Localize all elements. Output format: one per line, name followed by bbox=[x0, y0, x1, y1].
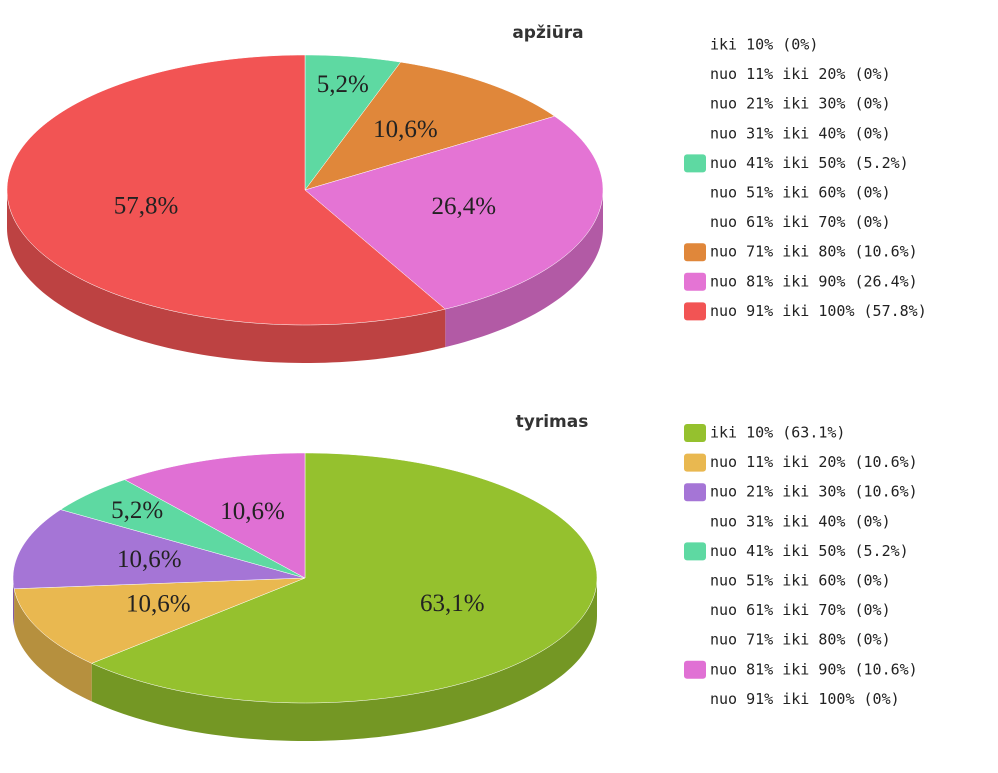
legend-entry: nuo 11% iki 20% (10.6%) bbox=[710, 453, 918, 471]
legend-entry: nuo 91% iki 100% (57.8%) bbox=[710, 302, 927, 320]
legend-entry: nuo 21% iki 30% (0%) bbox=[710, 95, 891, 113]
legend-entry: nuo 31% iki 40% (0%) bbox=[710, 124, 891, 142]
slice-side bbox=[445, 190, 603, 348]
slice bbox=[304, 61, 556, 191]
data-label: 10,6% bbox=[373, 116, 438, 143]
chart-title: apžiūra bbox=[512, 23, 583, 43]
data-label: 5,2% bbox=[111, 497, 163, 524]
legend-entry: nuo 71% iki 80% (10.6%) bbox=[710, 243, 918, 261]
legend-swatch bbox=[684, 272, 706, 291]
legend-entry: iki 10% (63.1%) bbox=[710, 424, 845, 442]
legend-entry: nuo 81% iki 90% (10.6%) bbox=[710, 660, 918, 678]
legend-swatch bbox=[684, 424, 706, 442]
legend-entry: nuo 61% iki 70% (0%) bbox=[710, 213, 891, 231]
slice-side bbox=[91, 578, 598, 741]
legend-swatch bbox=[684, 483, 706, 502]
legend-entry: nuo 41% iki 50% (5.2%) bbox=[710, 542, 909, 560]
slice bbox=[13, 577, 306, 664]
slice bbox=[91, 452, 598, 704]
slice-side bbox=[7, 190, 446, 363]
legend-entry: nuo 41% iki 50% (5.2%) bbox=[710, 154, 909, 172]
slice-side bbox=[13, 578, 15, 627]
slice bbox=[6, 54, 446, 326]
legend-entry: nuo 81% iki 90% (26.4%) bbox=[710, 272, 918, 290]
slice bbox=[12, 509, 306, 590]
legend-swatch bbox=[684, 302, 706, 321]
legend-entry: nuo 51% iki 60% (0%) bbox=[710, 184, 891, 202]
slice-side bbox=[14, 588, 92, 702]
legend-entry: nuo 31% iki 40% (0%) bbox=[710, 512, 891, 530]
slice bbox=[304, 54, 402, 191]
legend-swatch bbox=[684, 660, 706, 679]
legend-entry: nuo 21% iki 30% (10.6%) bbox=[710, 483, 918, 501]
legend-swatch bbox=[684, 243, 706, 262]
legend-entry: nuo 51% iki 60% (0%) bbox=[710, 572, 891, 590]
data-label: 5,2% bbox=[317, 71, 369, 98]
legend-entry: nuo 71% iki 80% (0%) bbox=[710, 631, 891, 649]
data-label: 10,6% bbox=[126, 591, 191, 618]
legend-entry: iki 10% (0%) bbox=[710, 36, 818, 54]
data-label: 57,8% bbox=[114, 193, 179, 220]
data-label: 63,1% bbox=[420, 590, 485, 617]
chart-title: tyrimas bbox=[516, 412, 589, 432]
data-label: 10,6% bbox=[220, 498, 285, 525]
slice bbox=[304, 115, 604, 310]
slice bbox=[59, 479, 306, 579]
legend-entry: nuo 61% iki 70% (0%) bbox=[710, 601, 891, 619]
legend-entry: nuo 11% iki 20% (0%) bbox=[710, 65, 891, 83]
data-label: 26,4% bbox=[431, 193, 496, 220]
legend-swatch bbox=[684, 154, 706, 173]
legend-swatch bbox=[684, 542, 706, 561]
legend-swatch bbox=[684, 453, 706, 472]
slice bbox=[124, 452, 306, 579]
data-label: 10,6% bbox=[117, 546, 182, 573]
legend-entry: nuo 91% iki 100% (0%) bbox=[710, 690, 900, 708]
